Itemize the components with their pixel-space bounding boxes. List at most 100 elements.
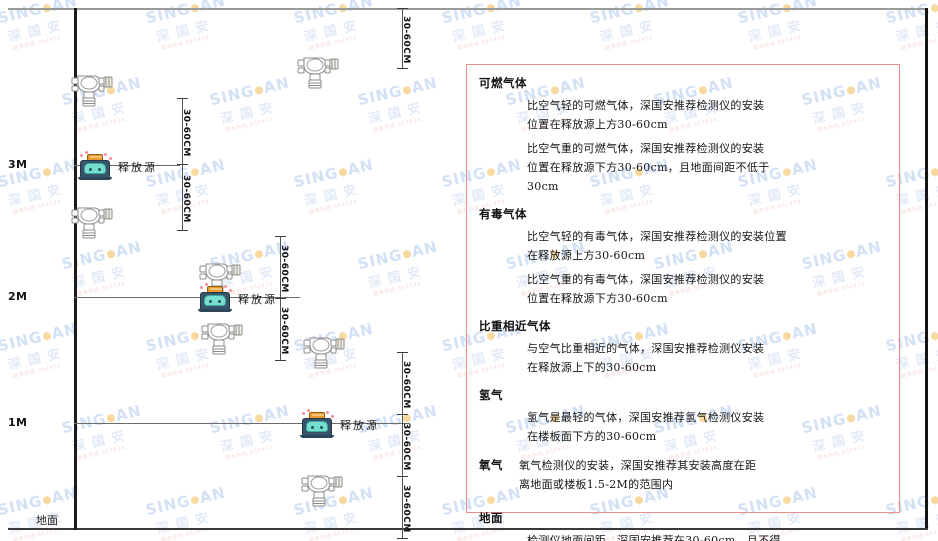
axis-tick-label-1m: 1M [8,416,28,429]
axis-gridline [74,423,410,424]
source-glow-icon [198,283,232,293]
watermark-dot-icon [930,330,938,341]
watermark-chinese: 深国安 [895,345,938,374]
watermark-dot-icon [254,84,264,95]
watermark-dot-icon [42,166,52,177]
panel-section-paragraph: 氧气检测仪的安装，深国安推荐其安装高度在距 离地面或楼板1.5-2M的范围内 [519,456,839,494]
watermark-chinese: 深国安 [71,427,133,456]
watermark-chinese: 深国安 [451,17,513,46]
panel-text-line: 比空气重的有毒气体，深国安推荐检测仪的安装 [527,273,765,286]
watermark-dot-icon [190,166,200,177]
panel-section: 氧气 氧气检测仪的安装，深国安推荐其安装高度在距 离地面或楼板1.5-2M的范围内 [479,456,889,494]
panel-section: 有毒气体 比空气轻的有毒气体，深国安推荐检测仪的安装位置 在释放源上方30-60cm… [479,206,894,308]
dimension-label: 30-60CM [401,361,411,409]
source-screen [204,295,226,306]
watermark-dot-icon [106,248,116,259]
watermark-contact: 服务热线 661434 [160,34,211,52]
gas-detector-icon [68,202,114,240]
panel-text-line: 30cm [527,180,559,193]
watermark-contact: 服务热线 661434 [900,362,938,380]
source-glow-icon [300,409,334,419]
panel-text-line: 比空气轻的可燃气体，深国安推荐检测仪的安装 [527,99,765,112]
watermark-dot-icon [42,494,52,505]
watermark-chinese: 深国安 [303,17,365,46]
dimension-label: 30-60CM [181,109,191,157]
watermark-chinese: 深国安 [895,17,938,46]
watermark-contact: 服务热线 661434 [76,116,127,134]
watermark-dot-icon [930,166,938,177]
height-axis [74,8,77,530]
watermark-dot-icon [190,494,200,505]
panel-text-line: 位置在释放源下方30-60cm，且地面间距不低于 [527,161,770,174]
dimension-tick [397,68,408,69]
dimension-label: 30-60CM [401,485,411,533]
panel-text-line: 位置在释放源下方30-60cm [527,292,668,305]
dimension-line [402,8,403,68]
panel-section: 地面检测仪地面间距，深国安推荐在30-60cm，且不得小于30cm，因为过低容易… [479,510,894,541]
watermark-contact: 服务热线 661434 [308,198,359,216]
axis-gridline [74,165,180,166]
watermark-dot-icon [338,166,348,177]
watermark-chinese: 深国安 [155,509,217,538]
panel-section-paragraph: 比空气重的可燃气体，深国安推荐检测仪的安装 位置在释放源下方30-60cm，且地面… [527,139,894,196]
panel-section-paragraph: 与空气比重相近的气体，深国安推荐检测仪安装 在释放源上下的30-60cm [527,339,894,377]
watermark-contact: 服务热线 661434 [604,34,655,52]
panel-section: 比重相近气体与空气比重相近的气体，深国安推荐检测仪安装 在释放源上下的30-60c… [479,318,894,377]
dimension-tick [397,8,408,9]
watermark-contact: 服务热线 661434 [900,34,938,52]
watermark-contact: 服务热线 661434 [900,198,938,216]
watermark-contact: 服务热线 661434 [0,274,1,297]
release-source-label: 释放源 [340,419,379,432]
watermark-chinese: 深国安 [895,509,938,538]
panel-text-line: 离地面或楼板1.5-2M的范围内 [519,478,674,491]
watermark-chinese: 深国安 [219,99,281,128]
watermark-contact: 服务热线 661434 [76,280,127,298]
dimension-label: 30-60CM [401,16,411,64]
panel-text-line: 比空气重的可燃气体，深国安推荐检测仪的安装 [527,142,765,155]
watermark-contact: 服务热线 661434 [0,438,1,461]
watermark-dot-icon [106,412,116,423]
watermark-chinese: 深国安 [599,17,661,46]
watermark-contact: 服务热线 661434 [372,116,423,134]
watermark-chinese: 深国安 [303,181,365,210]
panel-section-title: 比重相近气体 [479,319,551,333]
watermark-contact: 服务热线 661434 [76,444,127,462]
panel-section-paragraph: 检测仪地面间距，深国安推荐在30-60cm，且不得小于30cm，因为过低容易水溅… [527,531,894,541]
watermark-dot-icon [402,84,412,95]
panel-text-line: 在释放源上下的30-60cm [527,361,657,374]
panel-section: 氢气 氢气是最轻的气体，深国安推荐氢气检测仪安装 在楼板面下方的30-60cm [479,387,894,446]
panel-section-title: 氧气 [479,458,503,472]
dimension-tick [397,538,408,539]
watermark-chinese: 深国安 [895,181,938,210]
watermark-dot-icon [254,412,264,423]
panel-section-paragraph: 比空气轻的有毒气体，深国安推荐检测仪的安装位置 在释放源上方30-60cm [527,227,894,265]
watermark-chinese: 深国安 [155,181,217,210]
frame-right-border [925,8,928,530]
source-foot [78,177,112,180]
source-foot [198,309,232,312]
panel-text-line: 位置在释放源上方30-60cm [527,118,668,131]
dimension-tick [397,352,408,353]
dimension-label: 30-60CM [279,245,289,293]
watermark-chinese: 深国安 [7,17,69,46]
release-source-icon [300,408,334,438]
panel-text-line: 比空气轻的有毒气体，深国安推荐检测仪的安装位置 [527,230,787,243]
watermark-contact: 服务热线 661434 [308,526,359,541]
ground-label: 地面 [36,514,58,527]
source-screen [84,163,106,174]
dimension-tick [397,476,408,477]
dimension-label: 30-60CM [181,175,191,223]
dimension-tick [275,236,286,237]
